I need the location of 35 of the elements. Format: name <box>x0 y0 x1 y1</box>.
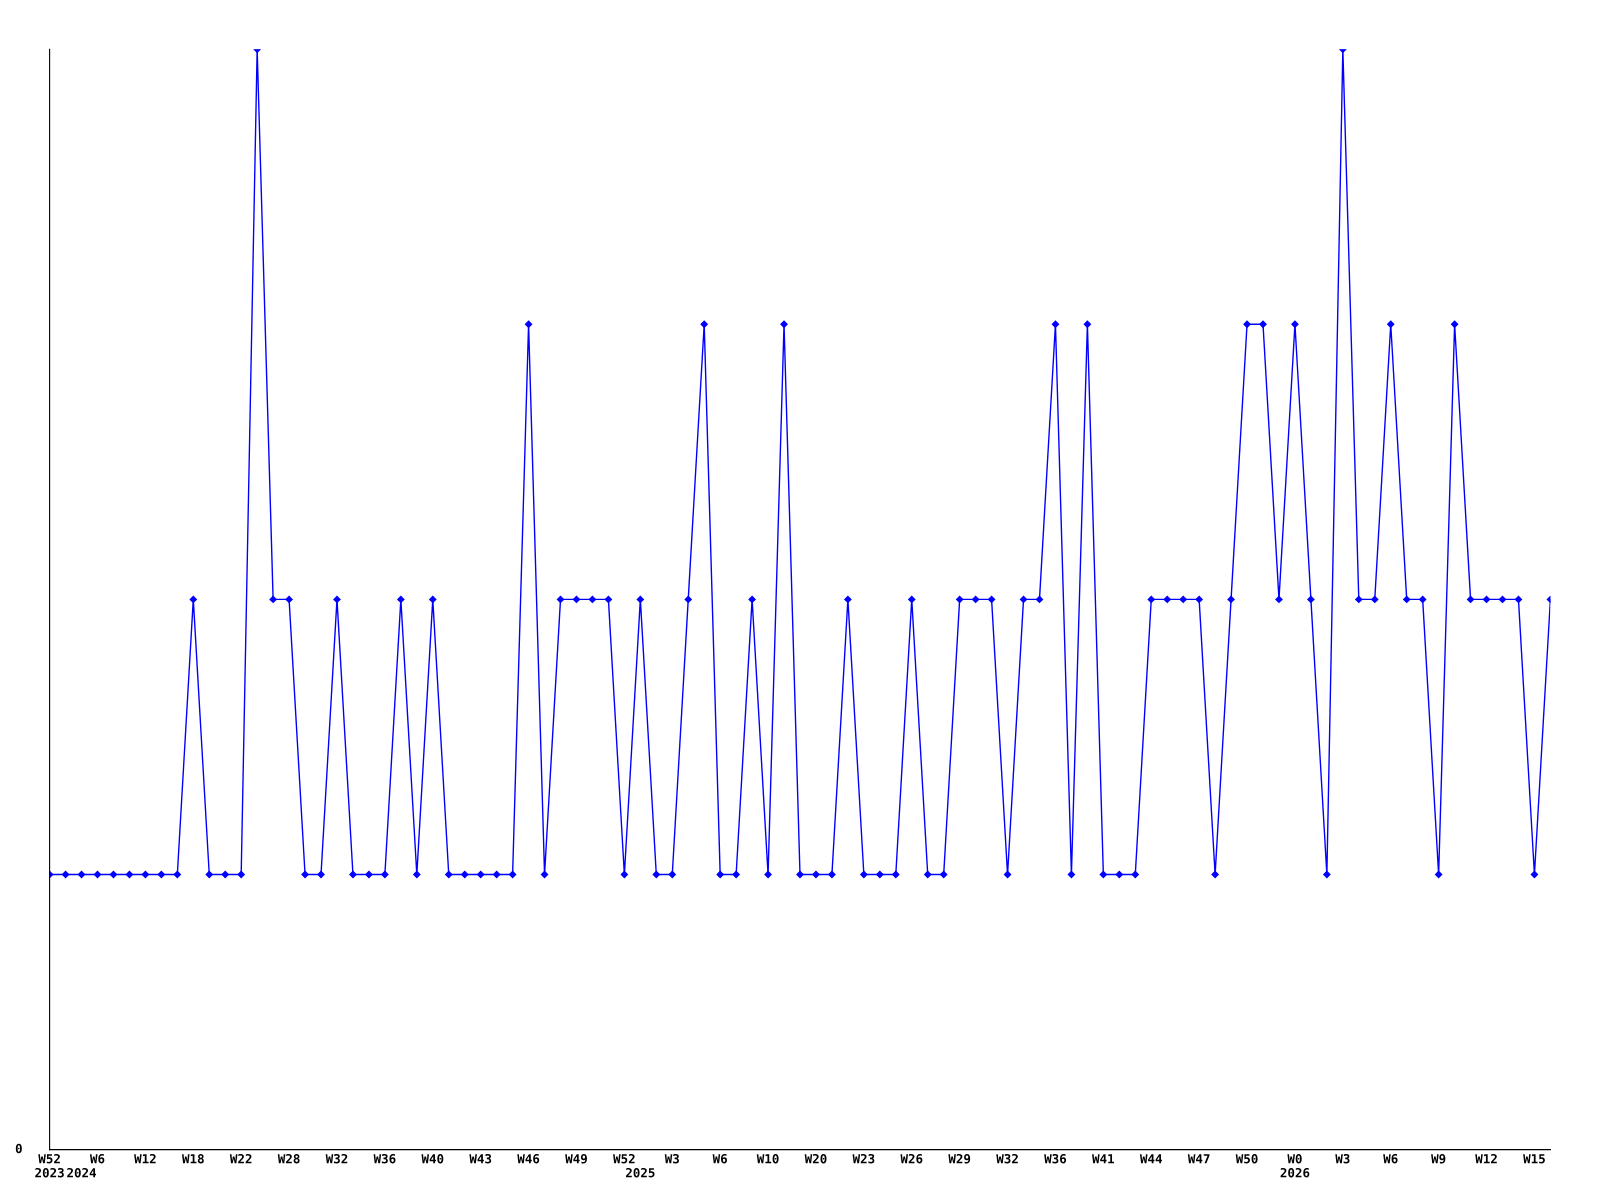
x-tick-label: W44 <box>1139 1154 1162 1164</box>
x-tick-label: W46 <box>517 1154 540 1164</box>
x-tick-label: W40 <box>421 1153 444 1164</box>
x-tick-label: W32 <box>325 1153 348 1164</box>
x-tick-label: W41 <box>1092 1154 1115 1164</box>
x-tick-label: W36 <box>373 1153 396 1164</box>
x-tick-label: W32 <box>996 1153 1018 1164</box>
x-tick-label: W43 <box>469 1153 492 1164</box>
x-tick-label: 2025 <box>625 1167 655 1178</box>
x-tick-label: W29 <box>948 1153 971 1164</box>
x-tick-label: W20 <box>804 1153 827 1164</box>
x-tick-label: W52 <box>613 1153 635 1164</box>
x-tick-label: W52 2023 <box>35 1153 64 1178</box>
x-tick-label: W6 <box>1383 1154 1398 1164</box>
x-tick-label: W22 <box>229 1153 252 1164</box>
x-tick-label: W50 <box>1235 1153 1258 1164</box>
x-tick-label: W12 <box>1475 1153 1497 1164</box>
x-tick-label: W47 <box>1187 1154 1210 1164</box>
x-tick-label: W23 <box>852 1153 875 1164</box>
text: 0 <box>15 1143 22 1154</box>
x-tick-label: W0 2026 <box>1280 1153 1310 1178</box>
x-tick-label: W49 <box>565 1154 587 1164</box>
x-tick-label: W10 <box>756 1153 779 1164</box>
x-tick-label: W3 <box>664 1153 679 1164</box>
x-tick-label: W6 <box>89 1154 105 1164</box>
x-tick-label: W6 <box>712 1154 728 1164</box>
x-tick-label: 2024 <box>67 1167 97 1178</box>
x-tick-label: W28 <box>277 1153 300 1164</box>
x-tick-label: W12 <box>134 1153 156 1164</box>
x-tick-label: W26 <box>900 1153 923 1164</box>
x-tick-label: W18 <box>182 1153 204 1164</box>
x-tick-label: W36 <box>1044 1153 1067 1164</box>
x-tick-label: W3 <box>1335 1153 1350 1164</box>
x-tick-label: W15 <box>1523 1154 1545 1164</box>
x-tick-label: W9 <box>1431 1154 1446 1164</box>
